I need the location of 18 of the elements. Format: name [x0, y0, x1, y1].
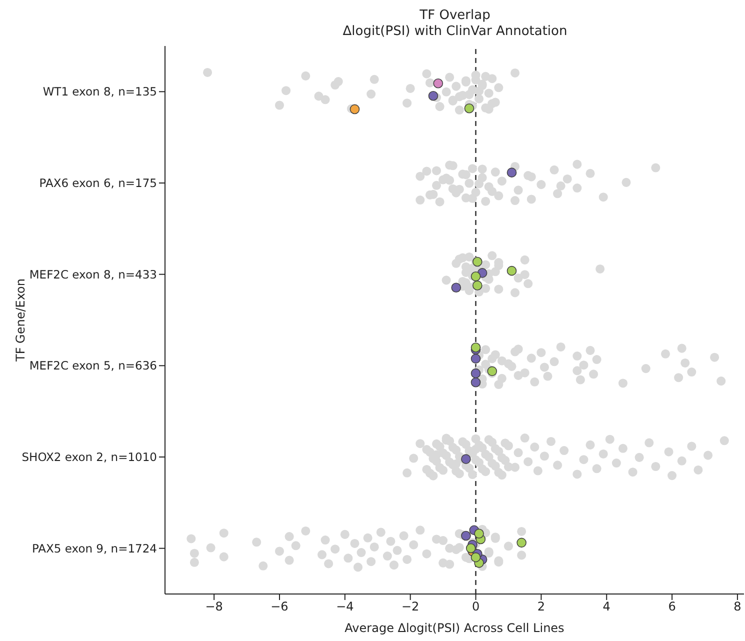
- y-tick-label: MEF2C exon 8, n=433: [29, 267, 157, 282]
- x-axis-title: Average Δlogit(PSI) Across Cell Lines: [344, 621, 564, 635]
- y-tick-label: SHOX2 exon 2, n=1010: [22, 450, 157, 464]
- y-tick-label: WT1 exon 8, n=135: [42, 84, 157, 99]
- y-tick-label: MEF2C exon 5, n=636: [29, 358, 157, 373]
- y-tick-label: PAX5 exon 9, n=1724: [32, 541, 157, 556]
- x-tick-label: 8: [734, 600, 742, 614]
- x-tick-label: 2: [537, 600, 546, 614]
- x-tick-label: 0: [472, 600, 480, 614]
- x-tick-label: 4: [602, 600, 610, 614]
- x-tick-label: −8: [205, 600, 223, 614]
- x-tick-label: −2: [401, 600, 420, 614]
- y-tick-label: PAX6 exon 6, n=175: [39, 176, 157, 190]
- x-tick-label: 6: [668, 600, 676, 614]
- x-tick-label: −6: [270, 600, 288, 614]
- y-axis-title: TF Gene/Exon: [13, 278, 28, 363]
- x-tick-label: −4: [336, 600, 354, 614]
- chart-title: TF Overlap Δlogit(PSI) with ClinVar Annotation: [342, 8, 568, 40]
